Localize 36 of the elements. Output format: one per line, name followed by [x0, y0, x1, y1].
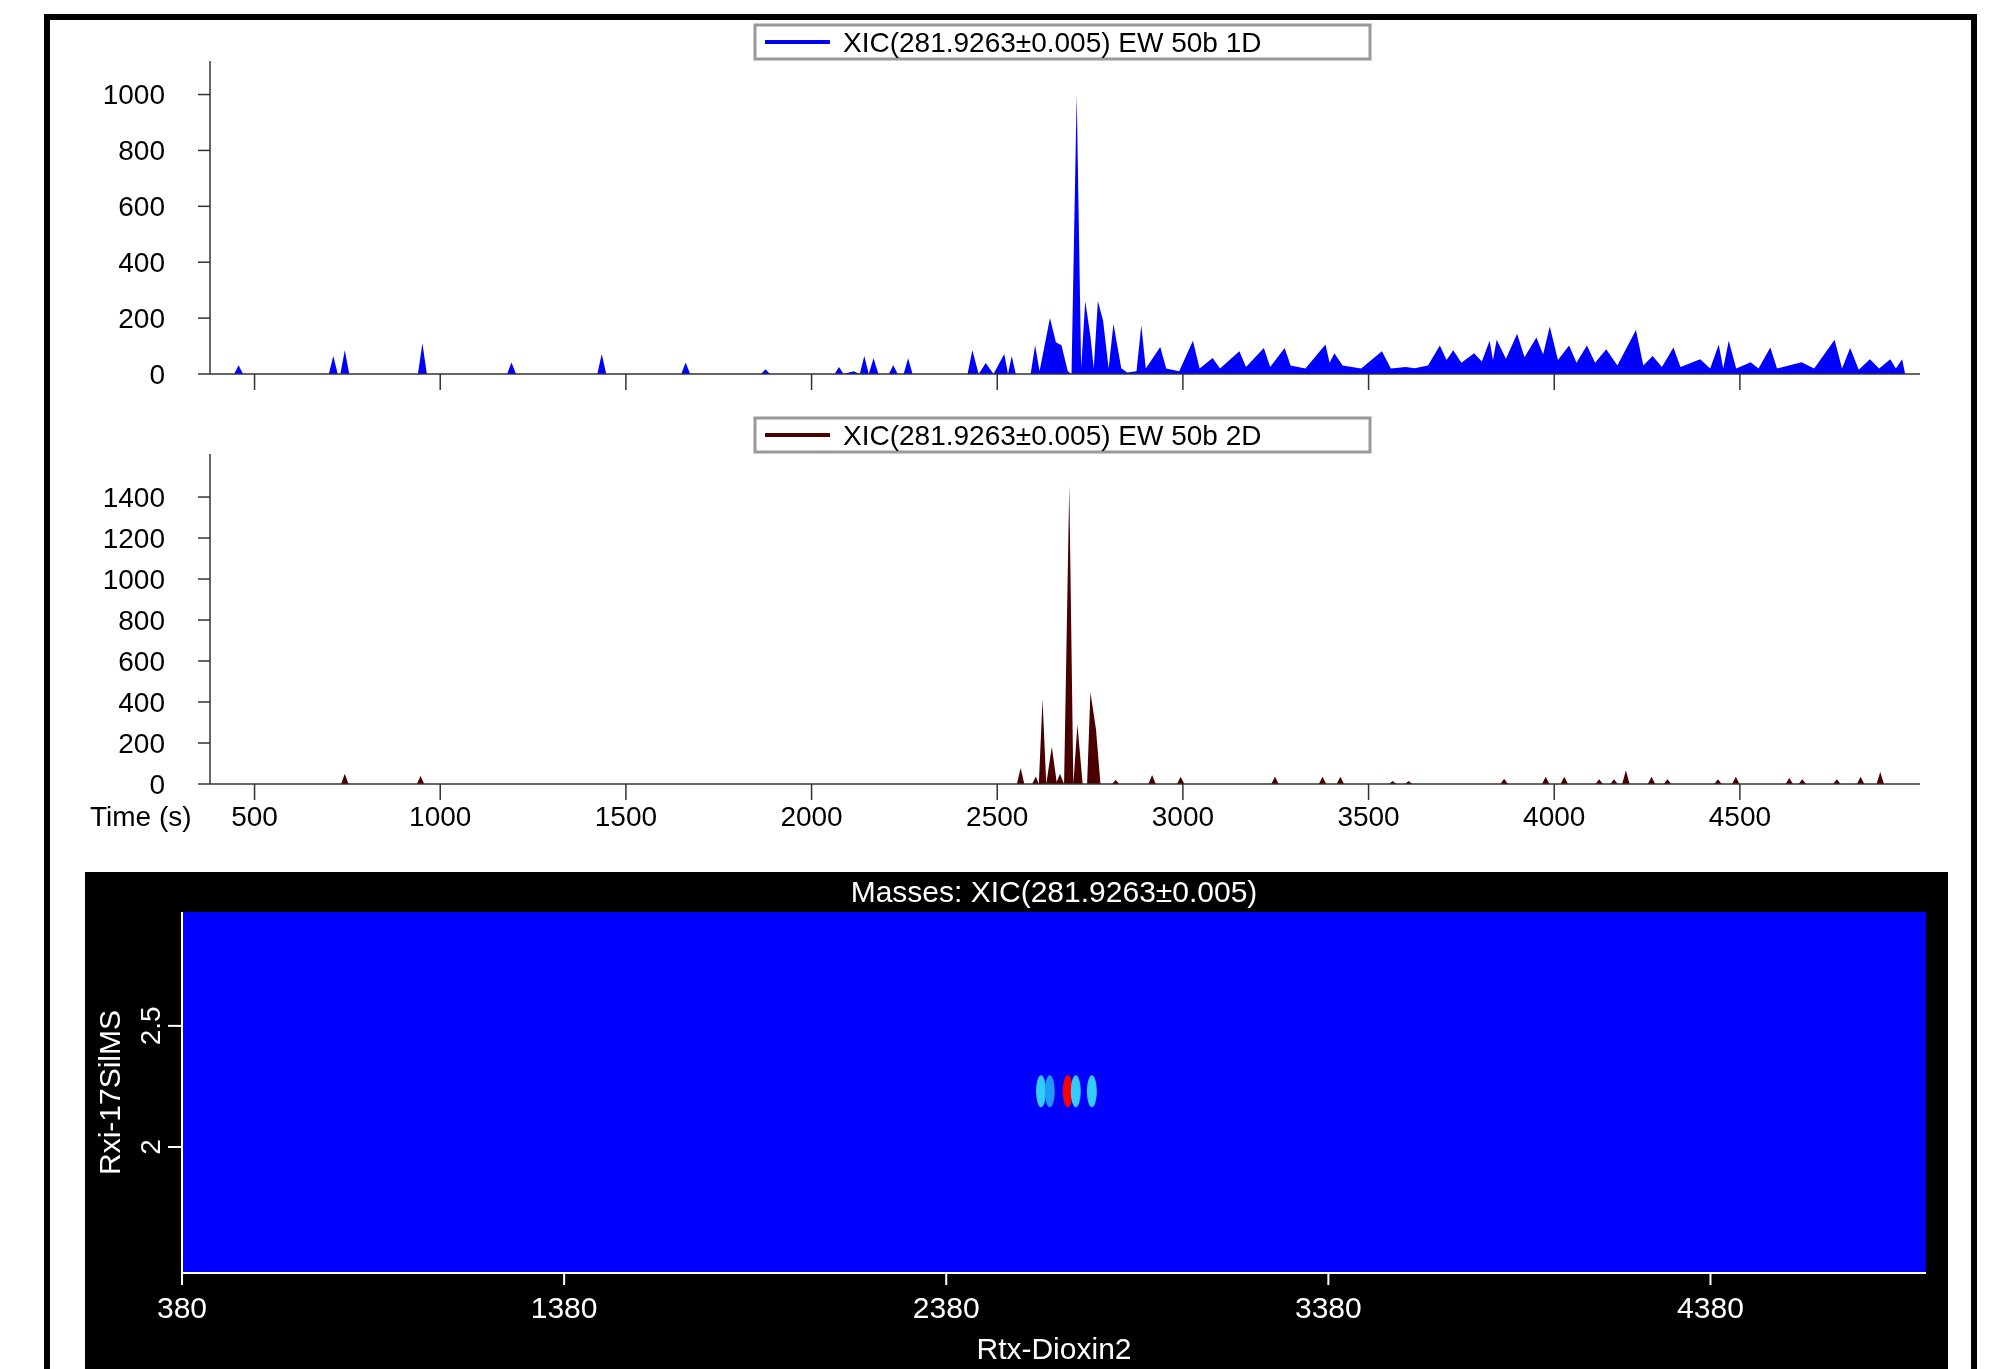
y-tick-label: 2.5: [135, 1006, 166, 1046]
x-tick-label: 2380: [912, 1291, 980, 1324]
y-tick-label: 800: [118, 135, 165, 167]
y-tick-label: 1200: [102, 522, 165, 554]
x-tick-label: 4380: [1677, 1291, 1744, 1324]
x-tick-label: 1380: [530, 1291, 598, 1324]
legend-label: XIC(281.9263±0.005) EW 50b 2D: [843, 419, 1262, 451]
y-tick-label: 600: [118, 645, 165, 677]
y-tick-label: 1000: [102, 563, 165, 595]
x-tick-label: 2000: [780, 801, 843, 832]
y-tick-label: 1400: [102, 481, 165, 513]
y-tick-label: 600: [118, 191, 165, 223]
y-tick-label: 200: [118, 302, 165, 334]
x-axis-title: Time (s): [90, 801, 192, 832]
x-tick-label: 3000: [1151, 801, 1215, 832]
x-tick-label: 2500: [966, 801, 1029, 832]
x-tick-label: 4500: [1708, 801, 1772, 832]
y-tick-label: 0: [149, 358, 165, 390]
y-axis-title: Rxi-17SilMS: [93, 1009, 126, 1176]
legend-label: XIC(281.9263±0.005) EW 50b 1D: [843, 26, 1262, 58]
x-tick-label: 1500: [594, 801, 658, 832]
y-tick-label: 1000: [102, 79, 165, 111]
x-tick-label: 4000: [1523, 801, 1586, 832]
x-tick-label: 1000: [409, 801, 472, 832]
y-tick-label: 800: [118, 604, 165, 636]
x-tick-label: 3500: [1337, 801, 1400, 832]
y-tick-label: 400: [118, 686, 165, 718]
x-tick-label: 500: [231, 801, 278, 832]
chart-title: Masses: XIC(281.9263±0.005): [850, 875, 1258, 908]
y-tick-label: 400: [118, 247, 165, 279]
x-tick-label: 3380: [1294, 1291, 1362, 1324]
x-tick-label: 380: [156, 1291, 208, 1324]
y-tick-label: 2: [135, 1139, 166, 1155]
y-tick-label: 200: [118, 727, 165, 759]
x-axis-title: Rtx-Dioxin2: [976, 1332, 1132, 1365]
y-tick-label: 0: [149, 768, 165, 800]
